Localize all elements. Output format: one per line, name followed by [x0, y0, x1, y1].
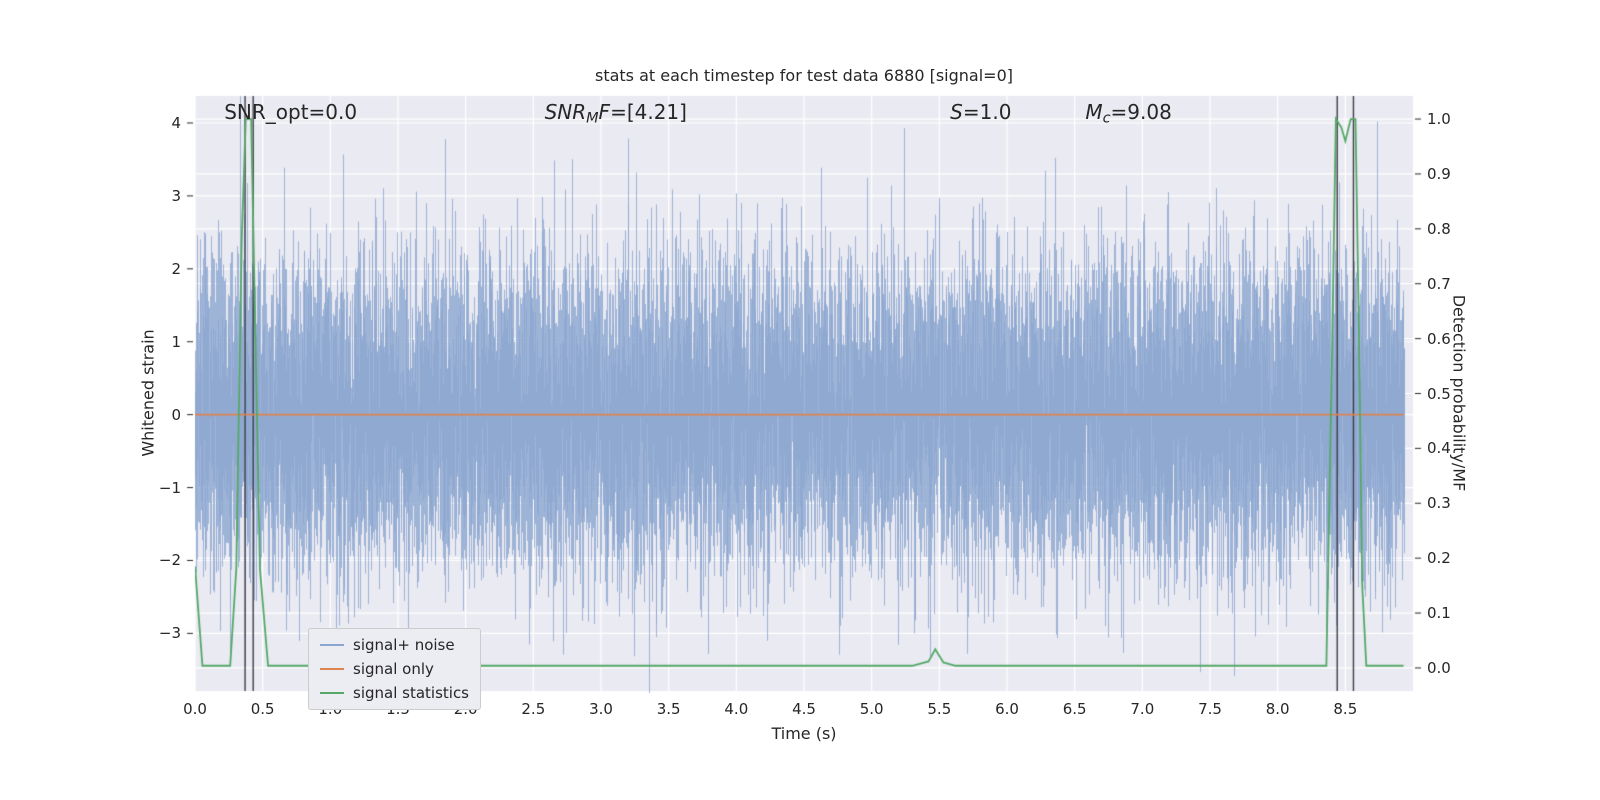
chart-canvas — [0, 0, 1600, 800]
figure: stats at each timestep for test data 688… — [0, 0, 1600, 800]
